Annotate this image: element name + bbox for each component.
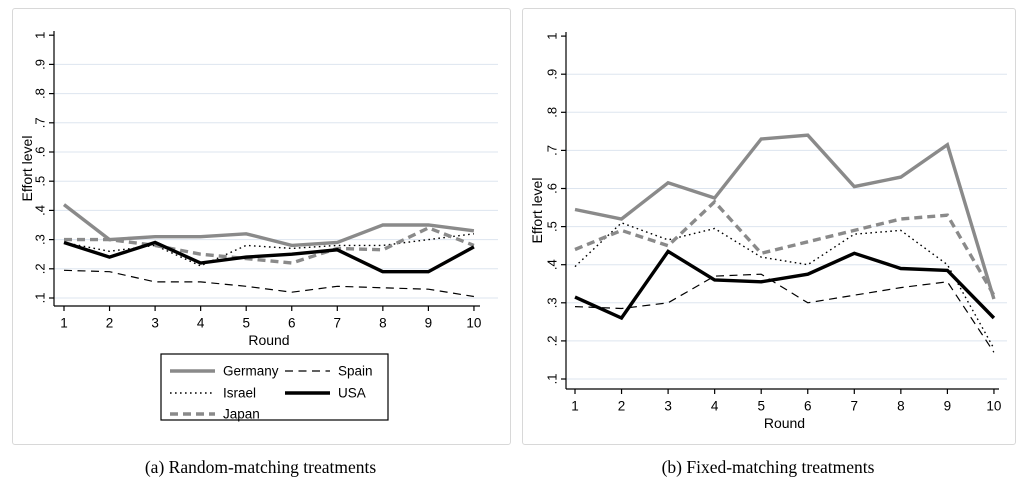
y-axis-title: Effort level xyxy=(529,178,545,244)
y-tick-label: .1 xyxy=(33,293,48,304)
series-line-spain xyxy=(574,273,995,353)
y-axis-title: Effort level xyxy=(19,136,35,202)
series-line-japan xyxy=(64,226,475,265)
axes: 1 .9 .8 .7 .6 .5 .4 .3 .2 .1 1 2 3 4 5 6 7 8 9 10 Round Effor… xyxy=(529,32,1001,431)
x-tick-label: 4 xyxy=(711,399,719,414)
chart-panel-random-matching: 1 .9 .8 .7 .6 .5 .4 .3 .2 .1 1 2 3 4 5 6 7 8 9 10 Round Effor… xyxy=(12,8,511,445)
y-tick-label: .3 xyxy=(545,297,560,308)
x-tick-label: 2 xyxy=(106,316,114,331)
x-tick-label: 1 xyxy=(60,316,68,331)
y-tick-label: .3 xyxy=(33,234,48,245)
x-tick-label: 5 xyxy=(757,399,765,414)
legend-label-spain: Spain xyxy=(338,364,373,379)
y-tick-label: .2 xyxy=(33,263,48,274)
series-line-usa xyxy=(63,240,475,274)
legend-label-usa: USA xyxy=(338,386,366,401)
y-tick-label: .7 xyxy=(545,145,560,156)
y-tick-label: .6 xyxy=(545,183,560,194)
caption-panel-b: (b) Fixed-matching treatments xyxy=(661,457,875,477)
x-tick-label: 6 xyxy=(288,316,296,331)
x-tick-label: 6 xyxy=(804,399,812,414)
y-tick-label: .8 xyxy=(33,88,48,99)
legend: Germany Israel Japan Spain USA xyxy=(160,353,389,422)
x-tick-label: 3 xyxy=(151,316,159,331)
axes: 1 .9 .8 .7 .6 .5 .4 .3 .2 .1 1 2 3 4 5 6 7 8 9 10 Round Effor… xyxy=(19,31,481,348)
x-tick-label: 10 xyxy=(986,399,1001,414)
series-line-spain xyxy=(63,269,474,298)
gridlines xyxy=(566,73,1007,380)
x-tick-label: 7 xyxy=(851,399,859,414)
x-tick-label: 2 xyxy=(618,399,626,414)
x-axis-title: Round xyxy=(248,332,289,348)
series-line-japan xyxy=(574,199,996,297)
y-tick-label: .6 xyxy=(33,147,48,158)
x-tick-label: 3 xyxy=(664,399,672,414)
x-tick-label: 1 xyxy=(571,399,579,414)
legend-label-israel: Israel xyxy=(223,386,256,401)
y-tick-label: .9 xyxy=(545,69,560,80)
legend-label-japan: Japan xyxy=(223,407,260,422)
line-chart-fixed-matching: 1 .9 .8 .7 .6 .5 .4 .3 .2 .1 1 2 3 4 5 6 7 8 9 10 Round Effor… xyxy=(529,32,1007,431)
caption-panel-a: (a) Random-matching treatments xyxy=(144,457,377,477)
line-chart-random-matching: 1 .9 .8 .7 .6 .5 .4 .3 .2 .1 1 2 3 4 5 6 7 8 9 10 Round Effor… xyxy=(19,31,498,422)
x-tick-label: 8 xyxy=(897,399,905,414)
series-line-germany xyxy=(62,203,475,248)
x-tick-label: 9 xyxy=(425,316,433,331)
y-tick-label: .4 xyxy=(33,205,48,216)
legend-box xyxy=(160,353,389,421)
legend-label-germany: Germany xyxy=(223,364,279,379)
y-tick-label: .1 xyxy=(545,374,560,385)
y-tick-label: .8 xyxy=(545,107,560,118)
x-tick-label: 9 xyxy=(944,399,952,414)
series-line-germany xyxy=(574,133,996,300)
series-line-israel xyxy=(574,221,995,349)
series-line-usa xyxy=(574,249,996,321)
y-tick-label: 1 xyxy=(33,32,48,39)
y-tick-label: .9 xyxy=(33,59,48,70)
y-tick-label: .5 xyxy=(545,221,560,232)
x-tick-label: 7 xyxy=(334,316,342,331)
series-line-israel xyxy=(63,233,474,267)
chart-panel-fixed-matching: 1 .9 .8 .7 .6 .5 .4 .3 .2 .1 1 2 3 4 5 6 7 8 9 10 Round Effor… xyxy=(522,8,1016,445)
x-tick-label: 4 xyxy=(197,316,205,331)
x-axis-title: Round xyxy=(764,415,805,431)
x-tick-label: 10 xyxy=(466,316,481,331)
x-tick-label: 8 xyxy=(379,316,387,331)
x-tick-label: 5 xyxy=(242,316,250,331)
y-tick-label: 1 xyxy=(545,32,560,39)
y-tick-label: .2 xyxy=(545,335,560,346)
y-tick-label: .5 xyxy=(33,176,48,187)
y-tick-label: .4 xyxy=(545,259,560,270)
y-tick-label: .7 xyxy=(33,117,48,128)
